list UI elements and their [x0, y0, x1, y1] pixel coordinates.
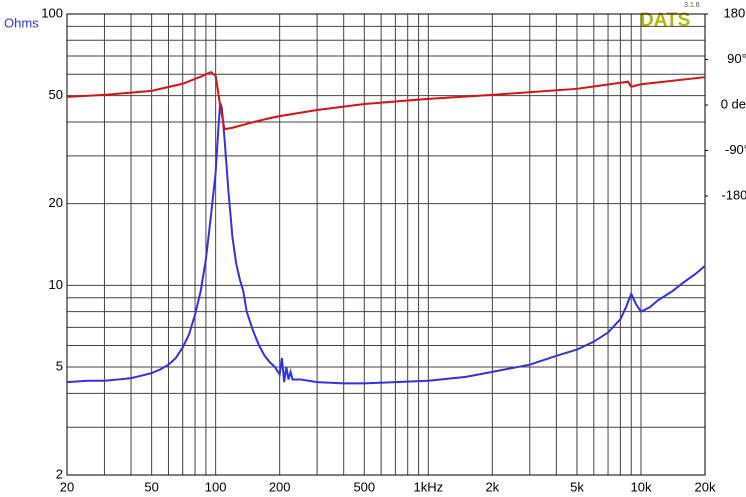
- y2-tick-label: 90°: [727, 51, 746, 66]
- y2-tick-label: 180°: [724, 5, 746, 20]
- logo: DATS: [640, 10, 690, 31]
- x-tick-label: 5k: [570, 479, 584, 494]
- y-axis-label: Ohms: [4, 15, 39, 30]
- y-tick-label: 20: [49, 195, 63, 210]
- x-tick-label: 20k: [695, 479, 716, 494]
- x-tick-label: 100: [205, 479, 227, 494]
- y-tick-label: 5: [56, 358, 63, 373]
- series-line: [66, 102, 706, 385]
- y-tick-label: 2: [56, 466, 63, 481]
- plot-frame: [66, 13, 706, 476]
- series-line: [66, 70, 706, 131]
- x-tick-label: 20: [60, 479, 74, 494]
- y2-tick-label: -180°: [721, 187, 746, 202]
- y-tick-label: 10: [49, 277, 63, 292]
- y-tick-label: 100: [41, 5, 63, 20]
- x-tick-label: 1kHz: [414, 479, 444, 494]
- x-tick-label: 2k: [485, 479, 499, 494]
- x-tick-label: 500: [353, 479, 375, 494]
- y-tick-label: 50: [49, 87, 63, 102]
- y2-tick-label: 0 deg: [721, 96, 746, 111]
- x-tick-label: 200: [269, 479, 291, 494]
- version: 3.1.6: [684, 2, 700, 9]
- x-tick-label: 50: [144, 479, 158, 494]
- y2-tick-label: -90°: [725, 142, 746, 157]
- x-tick-label: 10k: [630, 479, 651, 494]
